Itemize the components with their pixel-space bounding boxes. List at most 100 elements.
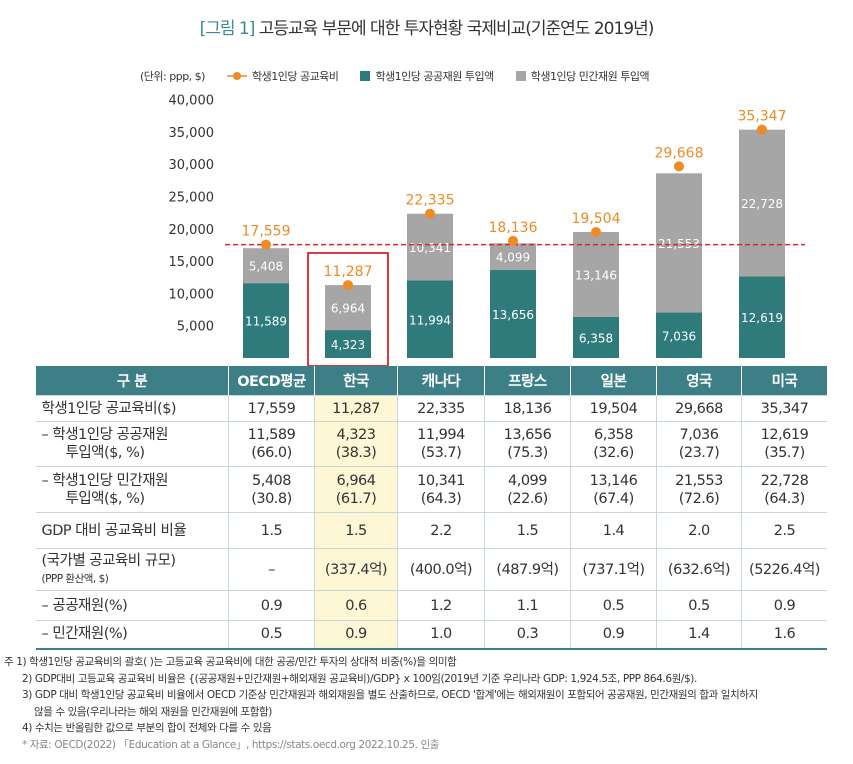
cell-value: (337.4억) xyxy=(324,561,388,578)
figure-title: [그림 1] 고등교육 부문에 대한 투자현황 국제비교(기준연도 2019년) xyxy=(0,14,853,39)
cell-value: 0.3 xyxy=(516,626,539,643)
row-label-line: – 학생1인당 민간재원 xyxy=(41,472,169,489)
figure-label: [그림 1] xyxy=(199,19,256,39)
bar-public xyxy=(325,330,371,358)
cell-value: 1.4 xyxy=(688,626,710,643)
table-cell: 6,964 (61.7) xyxy=(314,466,398,513)
data-label-total: 29,668 xyxy=(655,145,704,161)
legend-label: 학생1인당 민간재원 투입액 xyxy=(530,70,650,83)
cell-value: 22,728 xyxy=(760,472,809,489)
chart: 5,000 10,000 15,000 20,000 25,000 30,000 35,00… xyxy=(169,94,805,366)
marker-total xyxy=(757,124,767,135)
table-cell: (737.1억) xyxy=(570,548,657,591)
cell-share: (23.7) xyxy=(678,445,720,461)
row-label: – 학생1인당 민간재원 투입액($, %) xyxy=(35,466,229,513)
legend-item-public: 학생1인당 공공재원 투입액 xyxy=(360,68,494,84)
data-table: 구 분 OECD평균 한국 캐나다 프랑스 일본 영국 미국 학생1인당 공교육비($) 17,5… xyxy=(35,366,827,650)
cell-value: 1.4 xyxy=(602,522,625,539)
table-cell: (400.0억) xyxy=(397,548,485,591)
cell-value: 4,323 xyxy=(336,427,376,443)
legend-label: 학생1인당 공공재원 투입액 xyxy=(375,70,494,83)
table-cell: 0.5 xyxy=(570,590,657,621)
bar-private xyxy=(243,248,289,284)
highlight-box-korea xyxy=(307,252,389,366)
orange-marker-icon xyxy=(226,72,247,80)
marker-total xyxy=(591,227,601,238)
bar-private xyxy=(407,213,453,281)
table-cell: 12,619 (35.7) xyxy=(741,421,827,467)
data-label-total: 22,335 xyxy=(406,193,455,209)
cell-value: 22,335 xyxy=(417,400,465,417)
bar-private xyxy=(325,285,371,331)
legend-item-private: 학생1인당 민간재원 투입액 xyxy=(515,68,650,84)
bar-public xyxy=(243,283,289,358)
row-label-line: – 학생1인당 공공재원 xyxy=(41,427,169,443)
data-label-total: 17,559 xyxy=(242,224,291,240)
cell-share: (30.8) xyxy=(251,490,292,507)
note-2: 2) GDP대비 고등교육 공교육비 비율은 {(공공재원+민간재원+해외재원 … xyxy=(22,672,697,685)
cell-value: 1.1 xyxy=(516,597,539,614)
row-label-line: GDP 대비 공교육비 비율 xyxy=(41,522,187,539)
cell-value: 0.9 xyxy=(345,626,367,643)
column-header: OECD평균 xyxy=(228,366,315,396)
cell-share: (75.3) xyxy=(507,445,548,461)
row-label-line: (국가별 공교육비 규모) xyxy=(41,552,177,569)
row-label: – 공공재원(%) xyxy=(35,590,229,621)
cell-value: 13,146 xyxy=(589,472,638,489)
cell-value: 1.5 xyxy=(345,522,367,539)
table-cell: 21,553 (72.6) xyxy=(656,466,742,513)
table-cell: 11,287 xyxy=(314,395,398,422)
data-label-total: 11,287 xyxy=(324,264,373,280)
cell-share: (67.4) xyxy=(593,490,634,507)
cell-value: 1.6 xyxy=(773,626,796,643)
cell-value: 12,619 xyxy=(760,427,809,443)
data-label-public: 6,358 xyxy=(579,331,613,345)
data-label-private: 5,408 xyxy=(249,260,283,274)
row-label: GDP 대비 공교육비 비율 xyxy=(35,512,229,549)
table-cell: 2.0 xyxy=(656,512,742,549)
cell-value: 0.5 xyxy=(602,597,625,614)
table-cell: (487.9억) xyxy=(484,548,571,591)
y-tick-label: 35,000 xyxy=(169,126,215,141)
cell-share: (66.0) xyxy=(251,445,292,461)
table-row: – 공공재원(%) 0.9 0.6 1.2 1.1 0.5 0.5 0.9 xyxy=(35,590,827,621)
cell-value: 0.9 xyxy=(260,597,283,614)
cell-value: 21,553 xyxy=(675,472,723,489)
bar-public xyxy=(739,276,785,358)
table-cell: 4,099 (22.6) xyxy=(484,466,571,513)
note-3: 3) GDP 대비 학생1인당 공교육비 비율에서 OECD 기준상 민간재원과… xyxy=(22,689,758,701)
column-header: 일본 xyxy=(570,366,657,396)
table-cell: 7,036 (23.7) xyxy=(656,421,742,467)
data-label-public: 13,656 xyxy=(492,308,534,322)
cell-value: 1.5 xyxy=(260,522,283,539)
y-tick-label: 30,000 xyxy=(169,158,215,173)
table-cell: 22,728 (64.3) xyxy=(741,466,827,513)
marker-total xyxy=(508,235,518,246)
data-label-private: 4,099 xyxy=(496,251,530,265)
cell-value: 19,504 xyxy=(589,400,638,417)
cell-value: 2.5 xyxy=(773,522,796,539)
cell-value: (487.9억) xyxy=(496,561,559,578)
row-label-line: 학생1인당 공교육비($) xyxy=(41,400,177,417)
data-label-private: 22,728 xyxy=(741,197,783,211)
column-header: 영국 xyxy=(656,366,742,396)
table-cell: 11,589 (66.0) xyxy=(228,421,315,467)
cell-share: (64.3) xyxy=(764,490,805,507)
table-cell: 0.6 xyxy=(314,590,398,621)
cell-value: 0.9 xyxy=(602,626,625,643)
bar-public xyxy=(656,312,702,358)
table-cell: 17,559 xyxy=(228,395,315,422)
row-label-line: 투입액($, %) xyxy=(65,490,146,507)
table-row: 학생1인당 공교육비($) 17,559 11,287 22,335 18,136 19,… xyxy=(35,395,827,422)
marker-total xyxy=(425,208,435,219)
marker-total xyxy=(343,280,353,291)
data-label-private: 6,964 xyxy=(331,302,365,316)
table-cell: 1.5 xyxy=(314,512,398,549)
cell-value: 7,036 xyxy=(679,427,719,443)
column-header: 미국 xyxy=(741,366,827,396)
y-tick-label: 15,000 xyxy=(169,255,215,270)
data-label-public: 11,589 xyxy=(245,315,287,329)
bar-public xyxy=(573,316,619,358)
table-cell: 35,347 xyxy=(741,395,827,422)
cell-value: 0.5 xyxy=(688,597,710,614)
